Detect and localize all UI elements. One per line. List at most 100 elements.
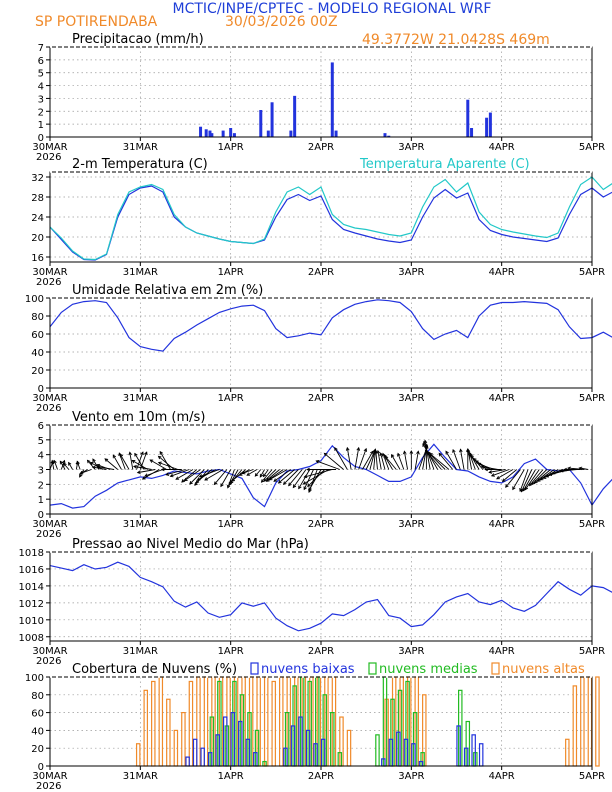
y-tick-label: 2 bbox=[38, 107, 44, 118]
wind-arrow-head bbox=[438, 452, 443, 457]
high-cloud-bar bbox=[143, 689, 149, 767]
y-tick-label: 20 bbox=[31, 744, 44, 755]
wind-arrow bbox=[51, 460, 55, 470]
wind-arrow bbox=[358, 448, 367, 470]
wind-arrow bbox=[512, 469, 525, 490]
y-tick-label: 1010 bbox=[19, 616, 44, 627]
temp-line-1 bbox=[49, 176, 612, 261]
wind-arrow-head bbox=[334, 446, 338, 451]
wind-arrow bbox=[380, 452, 386, 470]
panel-title-wind: Vento em 10m (m/s) bbox=[72, 410, 205, 425]
x-tick-label: 2APR bbox=[308, 393, 334, 404]
wind-arrow-head bbox=[578, 466, 583, 471]
wind-arrow bbox=[316, 460, 340, 470]
legend-mid-clouds: nuvens medias bbox=[379, 662, 478, 677]
wind-arrow bbox=[104, 458, 119, 470]
wind-arrow-head bbox=[141, 476, 146, 480]
wind-arrow-head bbox=[551, 470, 556, 475]
wind-arrow-head bbox=[204, 477, 209, 481]
precip-bar bbox=[488, 112, 492, 137]
wind-arrow bbox=[403, 451, 409, 470]
x-tick-label: 2APR bbox=[308, 142, 334, 153]
wind-arrow bbox=[502, 469, 518, 482]
wind-arrow-head bbox=[315, 460, 320, 464]
wind-arrow bbox=[263, 469, 269, 477]
wind-arrow-head bbox=[181, 479, 185, 483]
wind-arrow bbox=[199, 469, 220, 478]
x-tick-label: 2APR bbox=[308, 646, 334, 657]
wind-arrow-head bbox=[157, 455, 162, 460]
wind-arrow-head bbox=[246, 472, 251, 476]
precip-bar bbox=[383, 133, 387, 137]
wind-arrow-head bbox=[563, 467, 568, 472]
wind-arrow bbox=[214, 469, 228, 485]
wind-arrow bbox=[63, 463, 70, 470]
wind-arrow-head bbox=[198, 474, 203, 478]
wind-arrow bbox=[181, 469, 198, 483]
wind-arrow-head bbox=[68, 461, 72, 466]
wind-arrow bbox=[53, 460, 58, 470]
wind-arrow-head bbox=[490, 473, 495, 477]
wind-arrow-head bbox=[136, 470, 141, 475]
x-year-label: 2026 bbox=[36, 277, 61, 288]
wind-arrow bbox=[292, 469, 307, 488]
precip-bar bbox=[229, 128, 233, 137]
wind-arrow bbox=[529, 469, 544, 486]
x-tick-label: 4APR bbox=[489, 393, 515, 404]
wind-arrow bbox=[197, 469, 216, 481]
wind-arrow bbox=[452, 449, 461, 470]
wind-arrow-head bbox=[226, 484, 231, 489]
wind-arrow-head bbox=[469, 452, 473, 457]
high-cloud-bar bbox=[181, 711, 186, 767]
precip-bar bbox=[470, 128, 474, 137]
y-tick-label: 60 bbox=[31, 330, 44, 341]
panel-pressure: 1008 1010 1012 1014 1016 1018 30MAR 31MAR 1APR 2A… bbox=[19, 537, 612, 667]
rh-line-0 bbox=[49, 299, 612, 352]
x-tick-label: 31MAR bbox=[123, 519, 158, 530]
header-location: 49.3772W 21.0428S 469m bbox=[362, 32, 550, 48]
precip-bar bbox=[259, 110, 263, 137]
x-tick-label: 1APR bbox=[218, 393, 244, 404]
x-tick-label: 30MAR bbox=[32, 142, 67, 153]
panel-wind: 0 1 2 3 4 5 6 30MAR 31MAR 1APR 2APR 3APR 4APR 5APR 202… bbox=[32, 410, 612, 540]
precip-bar bbox=[387, 135, 391, 137]
header-station: SP POTIRENDABA bbox=[35, 14, 158, 30]
wind-arrow-head bbox=[370, 450, 374, 455]
high-cloud-bar bbox=[565, 738, 570, 767]
wind-arrow-head bbox=[119, 453, 124, 458]
wind-arrow-head bbox=[426, 451, 431, 455]
wind-arrow bbox=[278, 469, 295, 484]
x-tick-label: 31MAR bbox=[123, 267, 158, 278]
y-tick-label: 6 bbox=[38, 56, 44, 67]
wind-arrow bbox=[175, 469, 194, 480]
wind-arrow bbox=[481, 466, 498, 470]
wind-arrow-head bbox=[160, 467, 165, 472]
low-cloud-bar bbox=[192, 738, 198, 767]
wind-arrow-head bbox=[112, 454, 117, 459]
x-tick-label: 1APR bbox=[218, 519, 244, 530]
x-tick-label: 5APR bbox=[579, 771, 605, 782]
wind-arrow bbox=[137, 469, 156, 474]
wind-arrow bbox=[59, 461, 66, 470]
wind-arrow-head bbox=[260, 479, 265, 483]
low-cloud-bar bbox=[478, 743, 484, 767]
wind-arrow bbox=[424, 440, 431, 470]
high-cloud-bar bbox=[263, 676, 269, 767]
wind-arrow-head bbox=[175, 476, 180, 480]
wind-arrow-head bbox=[536, 478, 541, 482]
wind-arrow-head bbox=[424, 449, 429, 454]
wind-arrow-head bbox=[61, 459, 66, 464]
wind-arrow bbox=[112, 454, 122, 470]
x-tick-label: 5APR bbox=[579, 646, 605, 657]
y-tick-label: 6 bbox=[38, 421, 44, 432]
wind-arrow-head bbox=[259, 473, 264, 478]
y-tick-label: 16 bbox=[31, 253, 44, 264]
wind-arrow-head bbox=[445, 450, 449, 455]
x-tick-label: 3APR bbox=[398, 771, 424, 782]
x-tick-label: 30MAR bbox=[32, 646, 67, 657]
x-tick-label: 5APR bbox=[579, 519, 605, 530]
wind-arrow-head bbox=[157, 461, 162, 466]
x-tick-label: 31MAR bbox=[123, 646, 158, 657]
wind-arrow bbox=[354, 447, 360, 470]
